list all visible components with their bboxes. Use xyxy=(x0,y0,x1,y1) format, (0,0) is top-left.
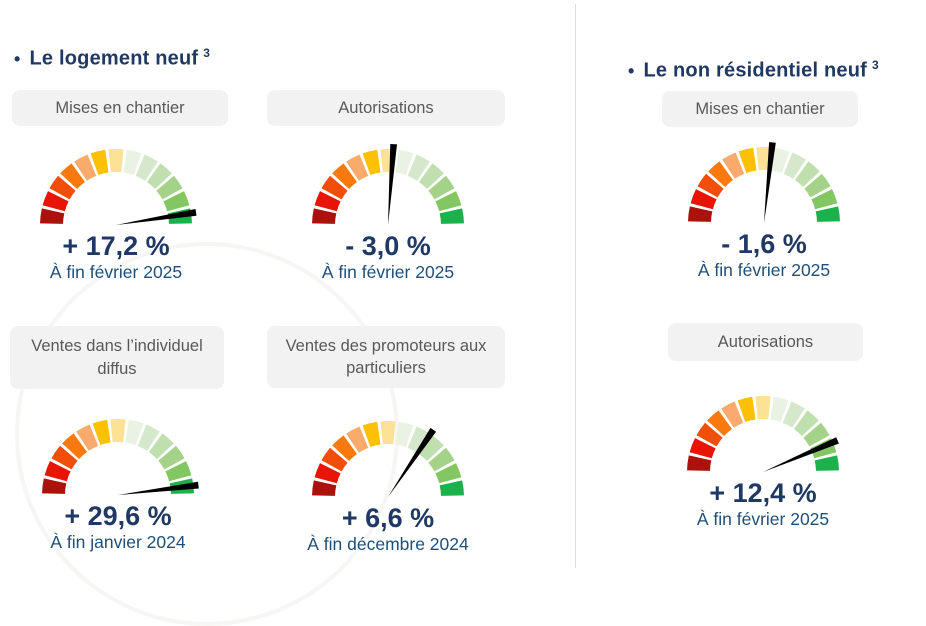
gauge-date: À fin janvier 2024 xyxy=(50,532,186,552)
gauge-chart-ventes-individuel-diffus xyxy=(33,411,203,503)
footnote-marker: 3 xyxy=(203,46,211,60)
indicator-label: Ventes des promoteurs aux particuliers xyxy=(285,336,487,377)
gauge-value: - 1,6 % xyxy=(721,229,807,259)
gauge-value: + 29,6 % xyxy=(64,501,172,531)
footnote-marker: 3 xyxy=(872,58,879,72)
gauge-value: + 17,2 % xyxy=(62,231,170,261)
gauge-chart-mises-en-chantier-logement xyxy=(31,141,201,233)
gauge-date: À fin février 2025 xyxy=(49,262,183,282)
gauge-chart-mises-en-chantier-non-residentiel xyxy=(679,139,849,231)
gauge-chart-autorisations-non-residentiel xyxy=(678,388,848,480)
indicator-label: Ventes dans l’individuel diffus xyxy=(31,337,203,378)
gauge-value: + 6,6 % xyxy=(341,503,435,533)
section-title-text: Le non résidentiel neuf xyxy=(643,59,868,82)
indicator-label: Mises en chantier xyxy=(695,99,825,118)
gauge-chart-autorisations-logement xyxy=(303,141,473,233)
section-title-text: Le logement neuf xyxy=(29,47,199,70)
gauge-value: - 3,0 % xyxy=(345,231,431,261)
indicator-label: Mises en chantier xyxy=(55,98,185,117)
indicator-label-chip: Mises en chantier xyxy=(12,90,228,126)
indicator-label-chip: Mises en chantier xyxy=(662,91,858,127)
bullet-icon: • xyxy=(628,60,635,81)
indicator-label-chip: Ventes dans l’individuel diffus xyxy=(10,326,224,389)
gauge-chart-ventes-promoteurs xyxy=(303,413,473,505)
gauge-date: À fin décembre 2024 xyxy=(307,534,469,554)
section-divider xyxy=(575,4,576,568)
indicator-label: Autorisations xyxy=(338,98,434,117)
indicator-label-chip: Autorisations xyxy=(267,90,505,126)
gauge-value: + 12,4 % xyxy=(709,478,817,508)
gauge-date: À fin février 2025 xyxy=(697,260,831,280)
indicator-label-chip: Ventes des promoteurs aux particuliers xyxy=(267,326,505,388)
gauge-date: À fin février 2025 xyxy=(321,262,455,282)
section-title-logement-neuf: • Le logement neuf 3 xyxy=(14,46,210,71)
report-page: • Le logement neuf 3 • Le non résidentiel n… xyxy=(10,4,879,626)
indicator-label: Autorisations xyxy=(717,332,814,351)
bullet-icon: • xyxy=(14,48,21,69)
indicator-label-chip: Autorisations xyxy=(668,323,863,361)
gauge-date: À fin février 2025 xyxy=(696,509,830,529)
section-title-non-residentiel-neuf: • Le non résidentiel neuf 3 xyxy=(628,58,879,83)
